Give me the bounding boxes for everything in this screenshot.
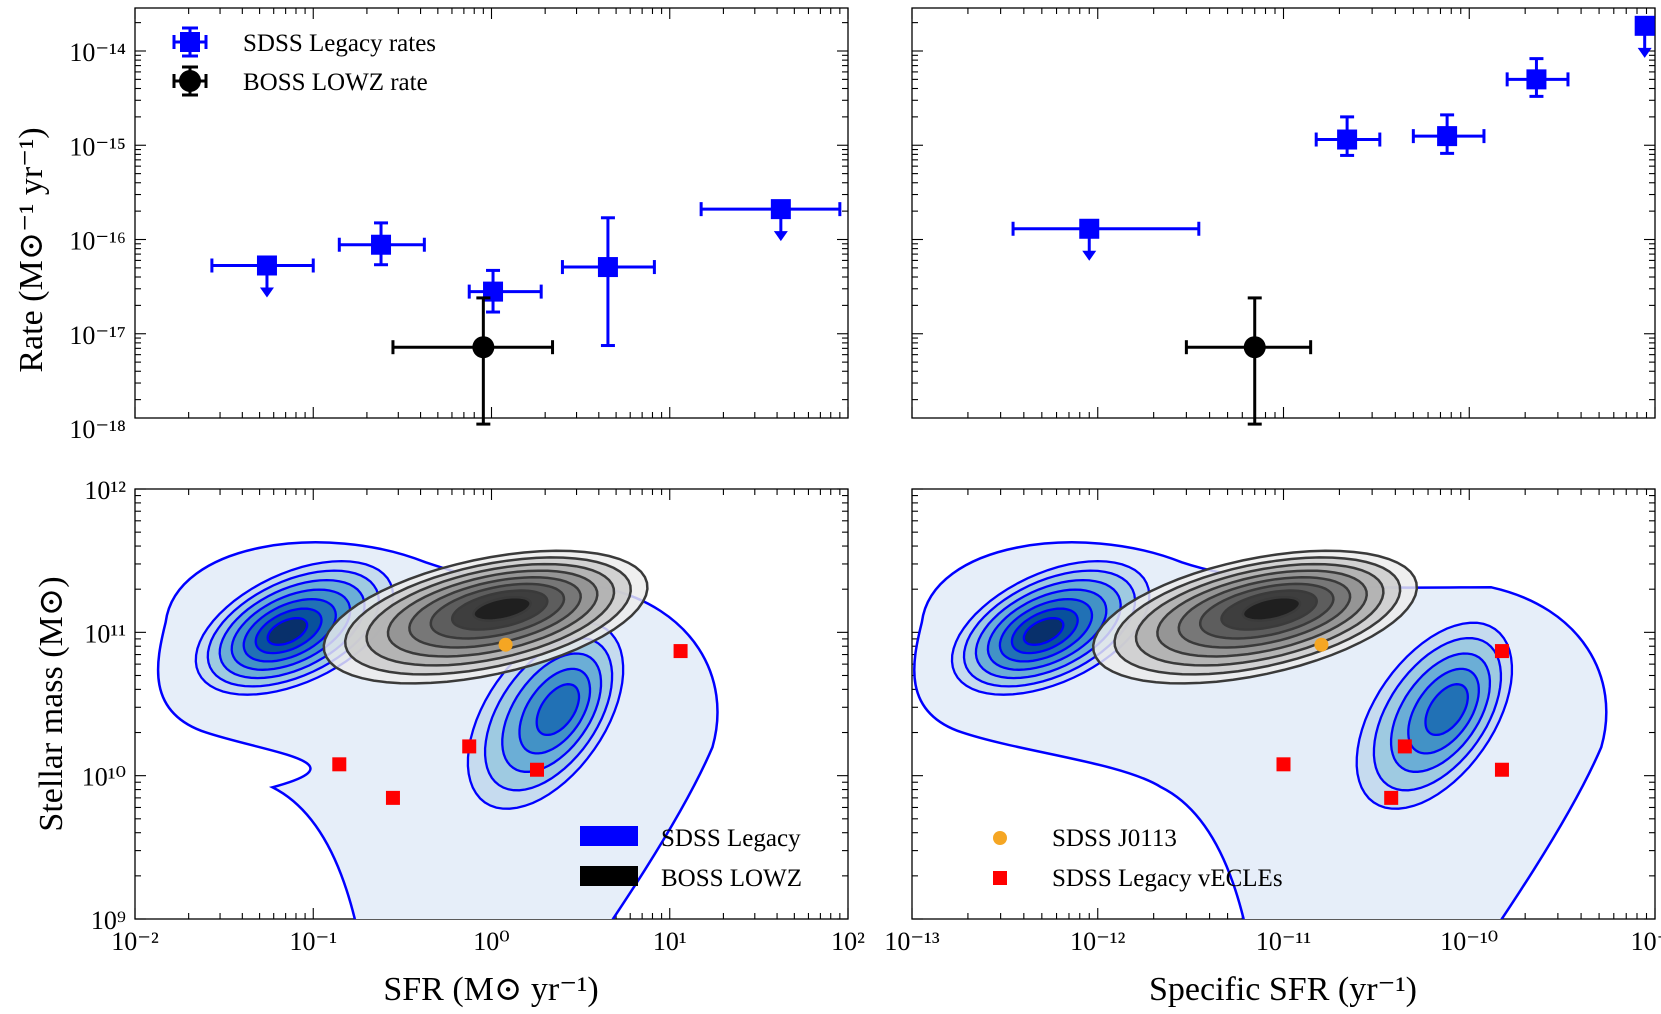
legend-swatch-boss-lowz bbox=[580, 866, 638, 886]
point-vecle bbox=[332, 757, 347, 772]
point-vecle bbox=[385, 790, 400, 805]
legend-label-sdss-j0113: SDSS J0113 bbox=[1052, 825, 1177, 852]
rate-point bbox=[1011, 218, 1201, 261]
point-vecle bbox=[1276, 757, 1291, 772]
xtick-label-sfr: 10² bbox=[831, 927, 865, 956]
contour-layers bbox=[156, 541, 1608, 919]
legend-marker-boss-lowz-rate bbox=[172, 65, 208, 97]
legend-marker-sdss-legacy-vecles bbox=[993, 871, 1007, 885]
ytick-label-mass: 10¹⁰ bbox=[82, 763, 126, 792]
contour-sdss-legacy-level bbox=[535, 683, 581, 737]
xtick-label-sfr: 10¹ bbox=[653, 927, 687, 956]
legend-label-boss-lowz-rate: BOSS LOWZ rate bbox=[243, 69, 428, 96]
ytick-label-mass: 10⁹ bbox=[91, 906, 126, 935]
rate-point bbox=[1505, 57, 1570, 98]
tick-labels: 10⁻¹⁸ 10⁻¹⁷ 10⁻¹⁶ 10⁻¹⁵ 10⁻¹⁴ 10⁹ 10¹⁰ 10¹¹ 10¹²… bbox=[69, 38, 1661, 956]
ytick-label-mass: 10¹¹ bbox=[84, 619, 126, 648]
legend-contours: SDSS Legacy BOSS LOWZ bbox=[580, 825, 802, 892]
ytick-label-mass: 10¹² bbox=[84, 476, 126, 505]
legend-rates: SDSS Legacy rates BOSS LOWZ rate bbox=[172, 26, 436, 97]
ytick-label-rate: 10⁻¹⁷ bbox=[69, 321, 126, 350]
contour-sdss-legacy-level bbox=[1424, 683, 1469, 737]
contour-boss-lowz-level bbox=[1241, 595, 1302, 622]
rate-point bbox=[1184, 296, 1313, 426]
legend-label-boss-lowz: BOSS LOWZ bbox=[661, 865, 802, 892]
legend-marker-sdss-legacy-rates bbox=[172, 26, 208, 58]
rate-point bbox=[1634, 15, 1655, 58]
xtick-label-ssfr: 10⁻¹⁰ bbox=[1440, 927, 1498, 956]
rate-point bbox=[391, 296, 555, 426]
rate-point bbox=[337, 221, 426, 267]
xtick-label-ssfr: 10⁻⁹ bbox=[1631, 927, 1661, 956]
point-sdss-j0113 bbox=[498, 637, 513, 652]
point-sdss-j0113 bbox=[1314, 637, 1329, 652]
rate-point bbox=[210, 255, 315, 298]
tick-marks bbox=[134, 8, 1656, 920]
legend-marker-sdss-j0113 bbox=[993, 831, 1007, 845]
xlabel-sfr: SFR (M⊙ yr⁻¹) bbox=[383, 971, 598, 1008]
xlabel-specific-sfr: Specific SFR (yr⁻¹) bbox=[1149, 971, 1417, 1008]
legend-label-sdss-legacy: SDSS Legacy bbox=[661, 825, 801, 852]
contour-boss-lowz-level bbox=[472, 595, 532, 622]
ytick-label-rate: 10⁻¹⁶ bbox=[69, 227, 126, 256]
point-vecle bbox=[530, 762, 545, 777]
point-vecle bbox=[1384, 790, 1399, 805]
rate-point bbox=[1314, 115, 1382, 157]
point-vecle bbox=[1397, 739, 1412, 754]
ylabel-stellar-mass: Stellar mass (M⊙) bbox=[33, 576, 70, 831]
point-vecle bbox=[673, 644, 688, 659]
xtick-label-ssfr: 10⁻¹³ bbox=[884, 927, 940, 956]
rate-point bbox=[699, 199, 842, 242]
data-marks bbox=[210, 15, 1655, 805]
ytick-label-rate: 10⁻¹⁸ bbox=[69, 415, 126, 444]
ytick-label-rate: 10⁻¹⁴ bbox=[69, 38, 126, 67]
point-vecle bbox=[462, 739, 477, 754]
xtick-label-sfr: 10⁻² bbox=[111, 927, 159, 956]
rate-point bbox=[1411, 113, 1486, 155]
xtick-label-ssfr: 10⁻¹² bbox=[1070, 927, 1126, 956]
point-vecle bbox=[1494, 644, 1509, 659]
ylabel-rate: Rate (M⊙⁻¹ yr⁻¹) bbox=[13, 127, 50, 372]
legend-label-sdss-legacy-vecles: SDSS Legacy vECLEs bbox=[1052, 865, 1283, 892]
contour-group bbox=[913, 541, 1608, 919]
contour-sdss-legacy-level bbox=[266, 616, 309, 646]
contour-group bbox=[156, 541, 719, 919]
xtick-label-sfr: 10⁰ bbox=[473, 927, 509, 956]
panel-frame-1 bbox=[134, 7, 849, 419]
legend-swatch-sdss-legacy bbox=[580, 826, 638, 846]
xtick-label-sfr: 10⁻¹ bbox=[289, 927, 337, 956]
rate-point bbox=[560, 216, 656, 348]
contour-sdss-legacy-level bbox=[1022, 616, 1065, 646]
ytick-label-rate: 10⁻¹⁵ bbox=[69, 132, 126, 161]
legend-label-sdss-legacy-rates: SDSS Legacy rates bbox=[243, 30, 436, 57]
point-vecle bbox=[1494, 762, 1509, 777]
rate-point bbox=[467, 268, 543, 314]
xtick-label-ssfr: 10⁻¹¹ bbox=[1256, 927, 1311, 956]
legend-points: SDSS J0113 SDSS Legacy vECLEs bbox=[993, 825, 1283, 892]
